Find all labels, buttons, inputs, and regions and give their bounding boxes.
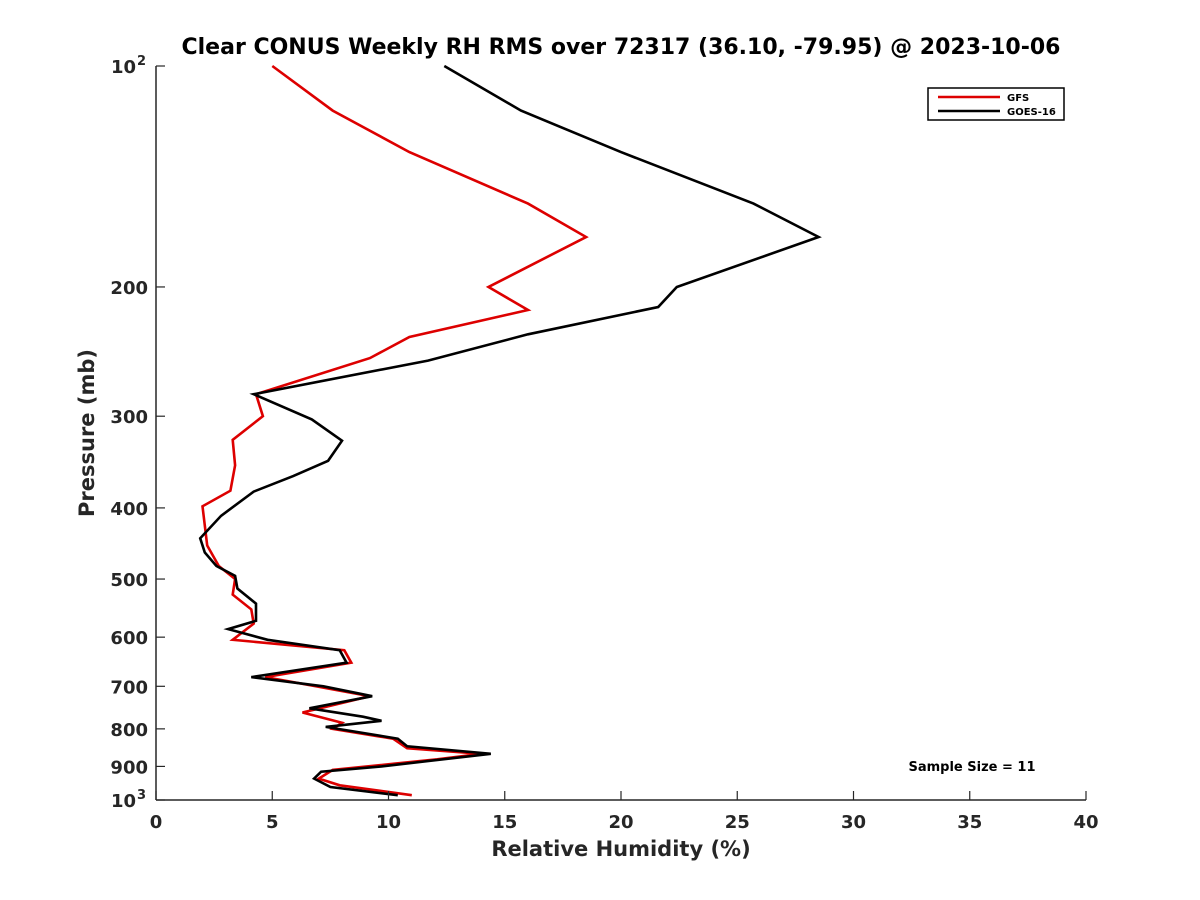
x-tick-label: 0	[150, 812, 163, 833]
y-tick-label: 10	[111, 57, 136, 78]
plot-area	[198, 64, 822, 797]
legend-label-goes16: GOES-16	[1007, 107, 1056, 118]
series-line-goes16	[198, 64, 822, 797]
y-tick-exponent: 2	[137, 54, 146, 69]
y-tick-label: 500	[110, 570, 148, 591]
y-axis-label: Pressure (mb)	[75, 349, 99, 517]
y-tick-label: 900	[110, 757, 148, 778]
series-line-gfs	[201, 64, 589, 797]
x-tick-label: 40	[1073, 812, 1098, 833]
x-axis-label: Relative Humidity (%)	[491, 837, 750, 861]
x-tick-label: 30	[841, 812, 866, 833]
legend: GFS GOES-16	[927, 87, 1065, 121]
y-tick-label: 300	[110, 407, 148, 428]
x-axis: 0 5 10 15 20 25 30 35 40	[150, 791, 1099, 833]
legend-box	[927, 87, 1065, 121]
y-tick-label: 600	[110, 628, 148, 649]
x-tick-label: 20	[608, 812, 633, 833]
y-tick-label: 800	[110, 720, 148, 741]
sample-size-annotation: Sample Size = 11	[908, 760, 1035, 775]
x-tick-label: 35	[957, 812, 982, 833]
legend-label-gfs: GFS	[1007, 93, 1029, 104]
x-tick-label: 10	[376, 812, 401, 833]
y-tick-label: 10	[111, 791, 136, 812]
y-tick-label: 400	[110, 499, 148, 520]
chart-title: Clear CONUS Weekly RH RMS over 72317 (36…	[182, 35, 1061, 60]
y-tick-label: 700	[110, 677, 148, 698]
x-tick-label: 15	[492, 812, 517, 833]
x-tick-label: 5	[266, 812, 279, 833]
x-tick-label: 25	[725, 812, 750, 833]
y-tick-exponent: 3	[137, 788, 146, 803]
y-tick-label: 200	[110, 278, 148, 299]
